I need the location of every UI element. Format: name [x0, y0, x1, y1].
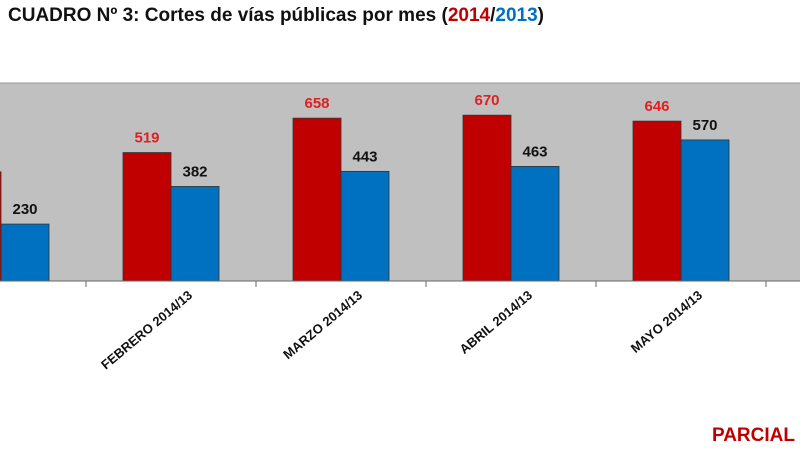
bar [462, 114, 512, 282]
bar [170, 186, 220, 282]
bar [510, 166, 560, 282]
value-label: 382 [182, 163, 207, 180]
legend-2014: 2014 [448, 5, 491, 26]
bar [292, 117, 342, 282]
title-bracket: ) [538, 5, 544, 26]
value-label: 570 [692, 117, 717, 134]
bar [340, 170, 390, 282]
bar [632, 120, 682, 282]
value-label: 646 [644, 98, 669, 115]
annotation: PARCIAL [712, 425, 795, 446]
title-text: CUADRO Nº 3: Cortes de vías públicas por… [8, 5, 436, 26]
chart-title: CUADRO Nº 3: Cortes de vías públicas por… [8, 5, 544, 26]
value-label: 230 [12, 201, 37, 218]
value-label: 658 [304, 95, 329, 112]
value-label: 443 [352, 148, 377, 165]
title-slash: / [490, 5, 496, 26]
title-bracket: ( [442, 5, 449, 26]
bar [680, 139, 730, 282]
legend-2013: 2013 [495, 5, 537, 26]
value-label: 463 [522, 143, 547, 160]
value-label: 670 [474, 92, 499, 109]
bar [0, 223, 50, 282]
bar [122, 152, 172, 282]
value-label: 519 [134, 130, 159, 147]
